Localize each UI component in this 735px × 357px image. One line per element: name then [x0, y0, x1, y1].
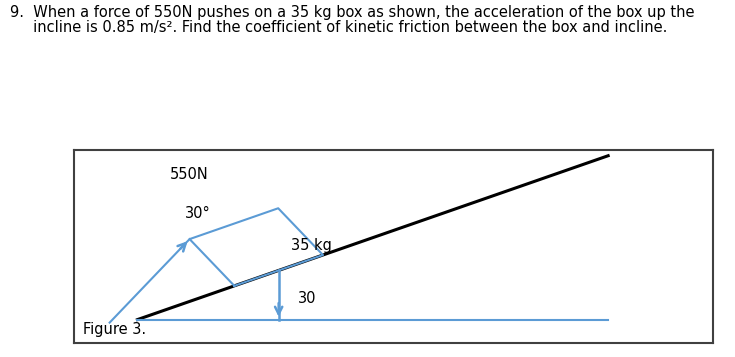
Text: 35 kg: 35 kg: [292, 238, 332, 253]
Text: 30°: 30°: [185, 206, 211, 221]
Text: 30: 30: [298, 291, 316, 306]
Text: Figure 3.: Figure 3.: [83, 322, 146, 337]
Text: incline is 0.85 m/s². Find the coefficient of kinetic friction between the box a: incline is 0.85 m/s². Find the coefficie…: [10, 20, 667, 35]
Text: 9.  When a force of 550N pushes on a 35 kg box as shown, the acceleration of the: 9. When a force of 550N pushes on a 35 k…: [10, 5, 695, 20]
Text: 550N: 550N: [169, 167, 208, 182]
